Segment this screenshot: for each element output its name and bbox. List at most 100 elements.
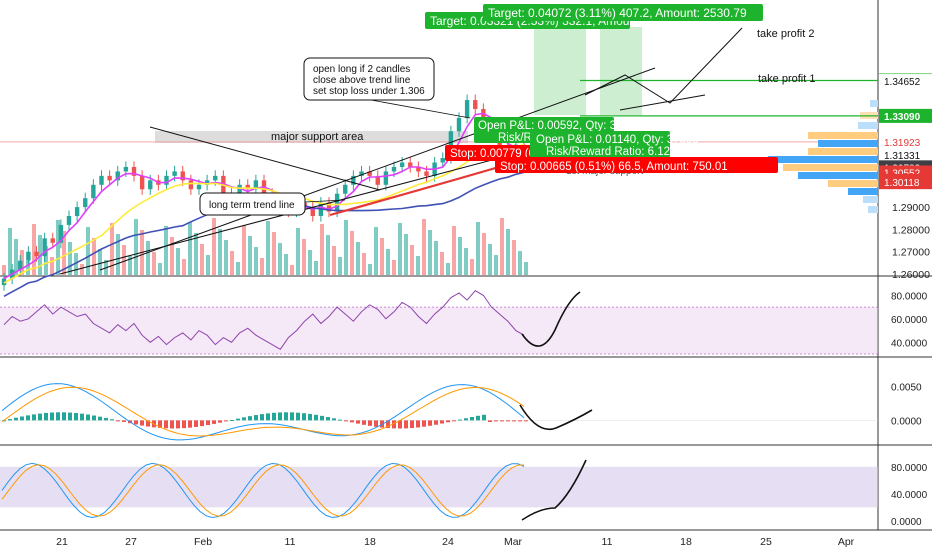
stoch-tick-label: 80.0000 <box>891 463 928 474</box>
candle-body <box>359 171 364 176</box>
candle-body <box>83 198 88 208</box>
volume-bar <box>440 252 444 275</box>
volume-bar <box>68 242 72 275</box>
volume-bar <box>236 262 240 275</box>
volume-bar <box>428 230 432 275</box>
resistance-line <box>619 94 706 111</box>
price-label-text: 1.33090 <box>884 112 921 123</box>
background-layer <box>0 0 932 531</box>
projection-path <box>584 27 743 104</box>
pnl-box-2[interactable]: Open P&L: 0.01140, Qty: 37593 Risk/Rewar… <box>530 131 699 158</box>
long-term-trend-text: long term trend line <box>209 200 295 211</box>
volume-profile-bar <box>768 156 878 163</box>
macd-hist-bar <box>500 420 504 422</box>
macd-hist-bar <box>302 413 306 421</box>
time-tick-label: Mar <box>504 536 523 548</box>
candle-body <box>343 184 348 194</box>
macd-tick-label: 0.0050 <box>891 383 922 394</box>
volume-bar <box>506 229 510 275</box>
macd-hist-bar <box>230 419 234 421</box>
volume-bar <box>26 261 30 275</box>
ma-fast-line <box>3 112 525 280</box>
macd-hist-bar <box>248 416 252 421</box>
volume-bar <box>56 220 60 275</box>
volume-bar <box>494 255 498 275</box>
candle-body <box>253 180 259 190</box>
macd-hist-bar <box>482 414 486 421</box>
major-support-text: major support area <box>271 131 364 143</box>
candle-body <box>456 117 462 132</box>
volume-bar <box>230 251 234 275</box>
macd-hist-bar <box>404 420 408 429</box>
volume-profile-bar <box>858 122 878 129</box>
volume-bar <box>206 255 210 275</box>
volume-bar <box>350 231 354 275</box>
volume-bar <box>500 218 504 275</box>
take-profit-1-text: take profit 1 <box>758 73 815 85</box>
candle-body <box>408 162 413 167</box>
macd-hist-bar <box>350 420 354 423</box>
time-tick-label: 21 <box>56 536 68 548</box>
volume-bar <box>392 260 396 275</box>
macd-hist-bar <box>104 417 108 421</box>
volume-bar <box>356 242 360 275</box>
volume-profile-bar <box>808 148 878 155</box>
macd-hist-bar <box>512 420 516 422</box>
macd-hist-bar <box>20 416 24 421</box>
macd-hist-bar <box>386 420 390 429</box>
volume-bar <box>320 224 324 275</box>
macd-hist-bar <box>2 420 6 422</box>
volume-bar <box>380 238 384 275</box>
volume-bar <box>344 220 348 275</box>
stoch-d-line <box>1 464 525 517</box>
time-tick-label: Feb <box>194 536 212 548</box>
macd-hist-bar <box>188 420 192 428</box>
stoch-projection <box>521 459 587 521</box>
macd-hist-bar <box>518 420 522 422</box>
take-profit-2-text: take profit 2 <box>757 28 814 40</box>
rsi-tick-label: 60.0000 <box>891 315 928 326</box>
trend-pointer <box>304 199 346 203</box>
macd-hist-bar <box>476 415 480 421</box>
macd-hist-bar <box>68 412 72 421</box>
candle-body <box>74 207 80 217</box>
candle-body <box>326 202 332 212</box>
candle-body <box>148 180 153 190</box>
macd-hist-bar <box>296 412 300 421</box>
candle-body <box>172 171 177 176</box>
macd-projection <box>519 404 593 430</box>
pnl-1-text: Open P&L: 0.00592, Qty: 32092 <box>478 120 642 132</box>
volume-bar <box>122 245 126 275</box>
price-tick-label: 1.28000 <box>892 224 930 236</box>
candle-body <box>180 171 185 181</box>
volume-profile-bar <box>808 132 878 139</box>
volume-bar <box>404 234 408 275</box>
target-zone-1 <box>534 27 586 115</box>
time-tick-label: 24 <box>442 536 454 548</box>
volume-bar <box>44 246 48 275</box>
volume-bar <box>314 261 318 275</box>
stoch-tick-label: 0.0000 <box>891 517 922 528</box>
volume-bar <box>38 235 42 275</box>
price-label-text: 1.31923 <box>884 138 921 149</box>
volume-bar <box>218 229 222 275</box>
target-label-1[interactable]: Target: 0.04072 (3.11%) 407.2, Amount: 2… <box>483 4 763 21</box>
volume-bar <box>524 262 528 275</box>
candle-body <box>351 175 356 185</box>
macd-hist-bar <box>176 420 180 429</box>
volume-bar <box>488 244 492 275</box>
macd-hist-bar <box>86 414 90 421</box>
stop-box-2[interactable]: Stop: 0.00665 (0.51%) 66.5, Amount: 750.… <box>495 157 778 173</box>
volume-bar <box>74 253 78 275</box>
macd-hist-bar <box>440 420 444 424</box>
candle-body <box>391 166 397 172</box>
price-label-bg <box>879 134 932 149</box>
macd-hist-bar <box>434 420 438 425</box>
candle-body <box>107 175 112 181</box>
candle-body <box>164 175 169 185</box>
macd-hist-bar <box>110 419 114 421</box>
candle-body <box>464 100 470 118</box>
volume-bar <box>422 219 426 275</box>
macd-line <box>1 383 525 441</box>
